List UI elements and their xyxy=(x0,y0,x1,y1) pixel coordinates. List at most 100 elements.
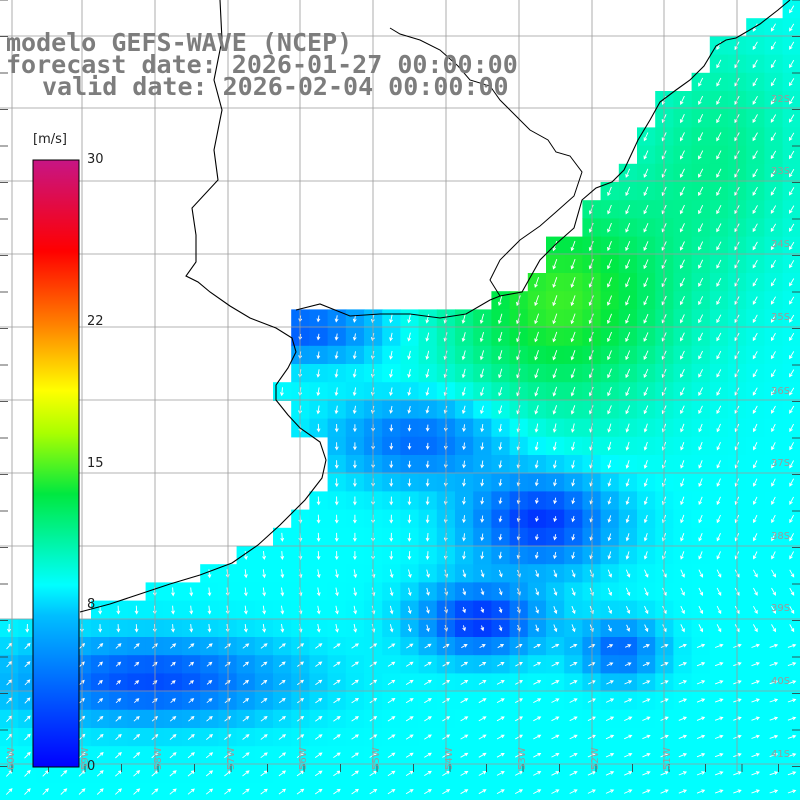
wind-arrow xyxy=(625,168,631,178)
wind-arrow xyxy=(716,533,721,542)
wind-arrow xyxy=(552,460,557,469)
wind-arrow xyxy=(316,351,321,360)
wind-arrow xyxy=(787,698,797,703)
wind-arrow xyxy=(789,314,795,323)
wind-arrow xyxy=(206,698,213,704)
wind-arrow xyxy=(679,296,685,306)
wind-arrow xyxy=(315,716,323,722)
wind-arrow xyxy=(424,789,432,795)
wind-arrow xyxy=(589,587,594,596)
wind-arrow xyxy=(678,771,688,776)
wind-arrow xyxy=(789,23,795,32)
wind-arrow xyxy=(97,643,104,649)
wind-arrow xyxy=(680,569,685,578)
wind-arrow xyxy=(262,551,267,561)
colorbar-tick-label: 8 xyxy=(87,597,96,613)
wind-arrow xyxy=(698,624,704,633)
wind-arrow xyxy=(680,405,685,415)
wind-arrow xyxy=(407,332,412,342)
wind-arrow xyxy=(696,734,706,740)
wind-arrow xyxy=(351,716,359,722)
wind-arrow xyxy=(188,698,195,704)
wind-arrow xyxy=(535,606,539,614)
wind-arrow xyxy=(553,606,558,615)
wind-arrow xyxy=(678,789,688,794)
wind-arrow xyxy=(789,533,794,542)
wind-arrow xyxy=(769,698,779,703)
wind-arrow xyxy=(678,643,687,649)
wind-arrow xyxy=(680,496,685,506)
wind-arrow xyxy=(535,516,539,523)
wind-arrow xyxy=(771,533,776,542)
wind-arrow xyxy=(588,368,594,379)
wind-arrow xyxy=(570,258,576,270)
wind-arrow xyxy=(678,680,688,685)
wind-arrow xyxy=(260,661,268,667)
wind-arrow xyxy=(260,752,268,759)
wind-arrow xyxy=(678,661,688,667)
wind-arrow xyxy=(551,680,560,685)
wind-arrow xyxy=(716,168,722,178)
wind-arrow xyxy=(425,551,430,560)
colorbar-tick-label: 22 xyxy=(87,313,104,329)
wind-arrow xyxy=(116,624,121,633)
wind-arrow xyxy=(407,405,412,414)
wind-arrow xyxy=(752,95,758,105)
wind-arrow xyxy=(97,661,103,667)
wind-arrow xyxy=(569,752,578,758)
wind-arrow xyxy=(625,295,631,306)
wind-arrow xyxy=(387,643,396,649)
wind-arrow xyxy=(333,716,341,722)
wind-speed-cell xyxy=(782,618,800,638)
wind-arrow xyxy=(115,643,122,649)
wind-arrow xyxy=(316,623,321,633)
wind-arrow xyxy=(770,259,776,269)
wind-arrow xyxy=(333,788,341,795)
wind-arrow xyxy=(426,587,430,596)
wind-arrow xyxy=(278,697,286,704)
wind-arrow xyxy=(262,569,267,579)
wind-arrow xyxy=(589,405,594,415)
wind-arrow xyxy=(242,734,250,740)
wind-arrow xyxy=(570,277,576,288)
wind-arrow xyxy=(787,662,797,667)
wind-arrow xyxy=(280,623,285,633)
wind-arrow xyxy=(643,423,648,433)
wind-arrow xyxy=(644,624,649,633)
wind-arrow xyxy=(334,405,339,415)
wind-arrow xyxy=(553,551,557,560)
wind-arrow xyxy=(424,661,432,667)
wind-arrow xyxy=(134,661,140,667)
wind-arrow xyxy=(496,680,505,685)
wind-arrow xyxy=(426,606,430,614)
wind-arrow xyxy=(698,77,704,87)
wind-arrow xyxy=(351,752,359,758)
wind-arrow xyxy=(789,460,794,469)
colorbar-gradient xyxy=(32,159,80,768)
wind-arrow xyxy=(571,423,575,433)
wind-arrow xyxy=(405,716,414,722)
wind-arrow xyxy=(771,332,776,342)
wind-arrow xyxy=(607,331,613,343)
wind-arrow xyxy=(624,734,633,740)
wind-arrow xyxy=(643,441,648,451)
wind-arrow xyxy=(643,132,649,142)
latitude-label: 34S xyxy=(771,239,791,250)
wind-arrow xyxy=(389,405,394,414)
wind-arrow xyxy=(334,514,339,524)
wind-arrow xyxy=(698,423,703,433)
wind-arrow xyxy=(480,424,485,433)
wind-arrow xyxy=(607,533,612,542)
wind-arrow xyxy=(643,533,648,542)
coastline xyxy=(79,0,327,613)
wind-arrow xyxy=(424,734,432,740)
wind-arrow xyxy=(698,441,703,451)
wind-arrow xyxy=(171,624,175,633)
wind-speed-cell xyxy=(782,564,800,583)
wind-arrow xyxy=(771,387,776,396)
wind-arrow xyxy=(751,680,760,685)
wind-arrow xyxy=(679,168,685,178)
wind-arrow xyxy=(353,623,358,633)
wind-arrow xyxy=(498,515,503,523)
wind-arrow xyxy=(60,788,68,795)
